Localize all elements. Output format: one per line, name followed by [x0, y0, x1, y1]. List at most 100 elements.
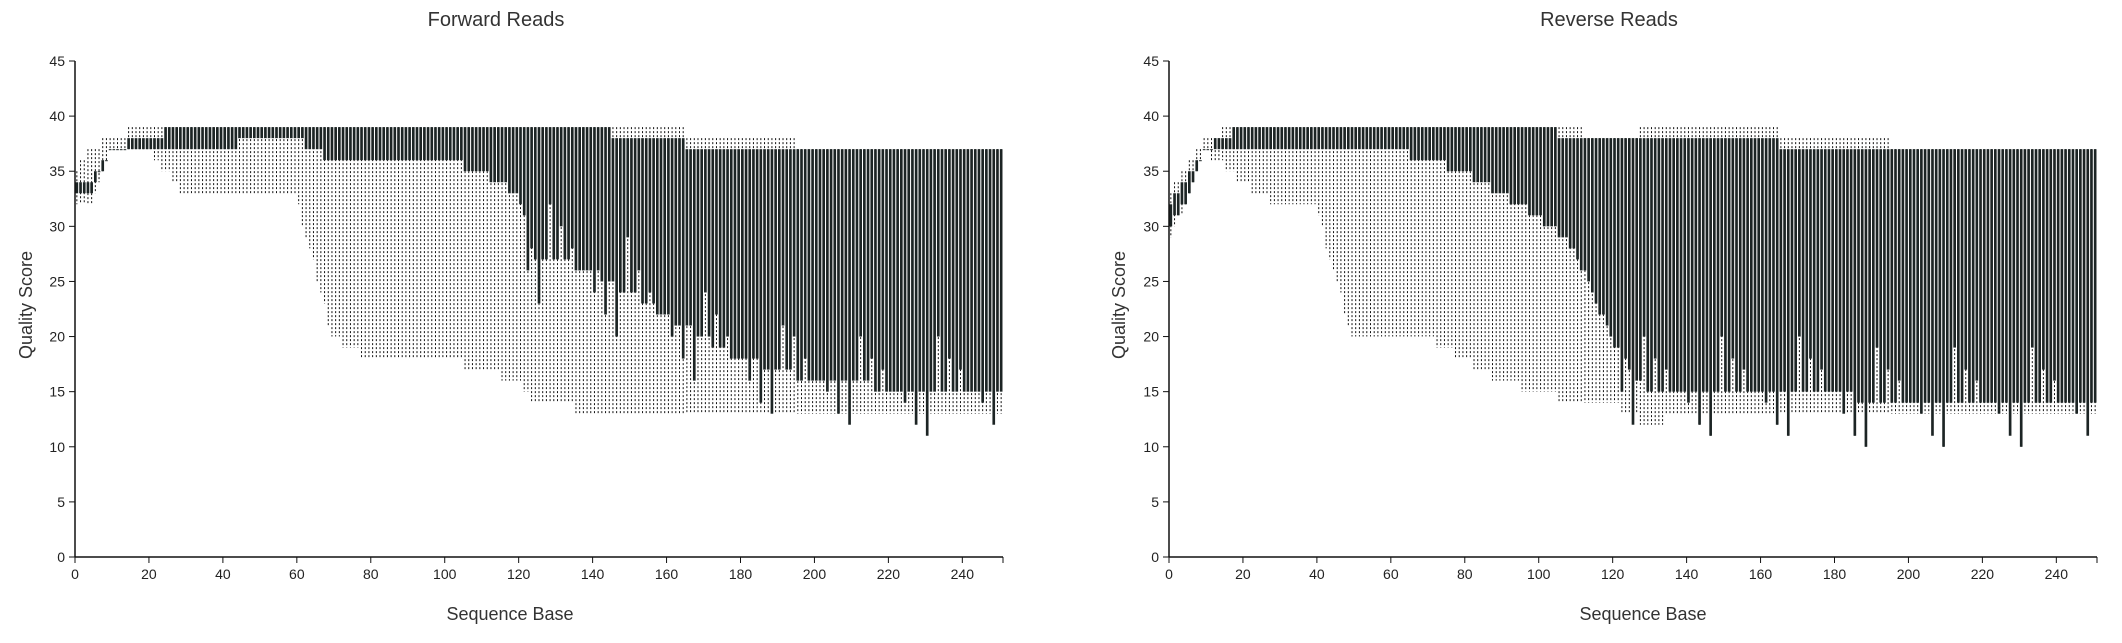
box-base-143	[600, 127, 604, 414]
box-base-133	[563, 127, 567, 403]
box	[1627, 138, 1631, 370]
box-base-77	[356, 127, 360, 348]
box	[630, 138, 633, 293]
box-base-226	[2001, 149, 2005, 414]
box-base-147	[1709, 127, 1712, 436]
box	[1291, 127, 1295, 150]
box-base-76	[1446, 127, 1450, 348]
box	[138, 138, 142, 150]
box-base-206	[1927, 149, 1931, 414]
box-base-203	[822, 149, 826, 414]
box	[212, 127, 215, 150]
box	[1406, 127, 1409, 150]
box	[227, 127, 230, 150]
x-tick-label: 60	[289, 566, 305, 582]
box	[1269, 127, 1273, 150]
box-base-187	[1857, 138, 1860, 414]
box	[1798, 149, 1801, 337]
box-base-20	[1239, 127, 1243, 183]
box	[1239, 127, 1243, 150]
box-base-47	[1339, 127, 1343, 293]
y-tick-label: 40	[49, 108, 65, 124]
box	[1957, 149, 1960, 403]
box	[338, 127, 341, 161]
box-base-18	[138, 127, 142, 150]
box-base-1	[75, 171, 79, 205]
box-base-51	[260, 127, 264, 194]
box-base-129	[1642, 127, 1646, 425]
box-base-52	[1358, 127, 1361, 337]
box-base-87	[393, 127, 397, 359]
box-base-192	[781, 138, 785, 414]
box-base-188	[766, 138, 770, 414]
box	[1864, 149, 1868, 447]
box	[811, 149, 814, 381]
box	[1657, 138, 1661, 392]
box-base-213	[1953, 149, 1956, 414]
box-base-146	[611, 127, 615, 414]
box	[574, 127, 578, 271]
box-base-151	[630, 127, 633, 414]
box-base-61	[297, 127, 301, 205]
box-base-156	[1742, 127, 1746, 414]
box	[563, 127, 567, 260]
box	[1823, 149, 1827, 392]
box-base-95	[423, 127, 426, 359]
box	[1409, 127, 1413, 161]
box-base-12	[116, 138, 119, 151]
box-base-153	[637, 127, 641, 414]
box	[1746, 138, 1749, 392]
box-base-234	[936, 149, 940, 414]
box-base-82	[1468, 127, 1472, 359]
box-base-39	[1310, 127, 1313, 205]
box-base-91	[408, 127, 411, 359]
box	[959, 149, 962, 370]
box-base-225	[1997, 149, 2001, 414]
box	[1358, 127, 1361, 150]
box	[1794, 149, 1798, 392]
x-tick-label: 160	[1749, 566, 1773, 582]
box	[622, 138, 626, 293]
box-base-81	[371, 127, 374, 359]
box	[1335, 127, 1339, 150]
box	[1661, 138, 1664, 392]
box	[1820, 149, 1823, 370]
box-base-241	[2056, 149, 2060, 414]
box-base-212	[855, 149, 859, 414]
box	[1982, 149, 1986, 403]
chart-title: Forward Reads	[428, 9, 565, 31]
box-base-101	[1539, 127, 1542, 392]
box	[1879, 149, 1883, 403]
box-base-105	[460, 127, 463, 359]
box-base-182	[744, 138, 748, 414]
box-base-204	[826, 149, 829, 414]
x-tick-label: 100	[433, 566, 457, 582]
box-base-5	[90, 149, 93, 205]
box-base-110	[478, 127, 482, 370]
box-base-206	[833, 149, 837, 414]
box-base-211	[1945, 149, 1949, 414]
box	[1284, 127, 1287, 150]
box	[570, 127, 574, 249]
box	[2001, 149, 2005, 403]
box-base-124	[1624, 138, 1627, 414]
x-tick-label: 40	[1309, 566, 1325, 582]
box	[345, 127, 349, 161]
box	[1213, 138, 1217, 150]
box-base-229	[2012, 149, 2016, 414]
box	[1550, 127, 1553, 227]
box	[1565, 138, 1568, 238]
box	[1250, 127, 1254, 150]
box-base-141	[593, 127, 596, 414]
box	[1809, 149, 1812, 359]
box	[1298, 127, 1302, 150]
y-tick-label: 20	[1143, 329, 1159, 345]
box	[1690, 138, 1694, 392]
box	[918, 149, 922, 392]
box-base-168	[692, 138, 696, 414]
box	[297, 127, 301, 139]
box	[1757, 138, 1761, 392]
box-base-134	[1661, 127, 1664, 425]
box-base-27	[171, 127, 175, 183]
y-axis-title: Quality Score	[1109, 251, 1129, 359]
